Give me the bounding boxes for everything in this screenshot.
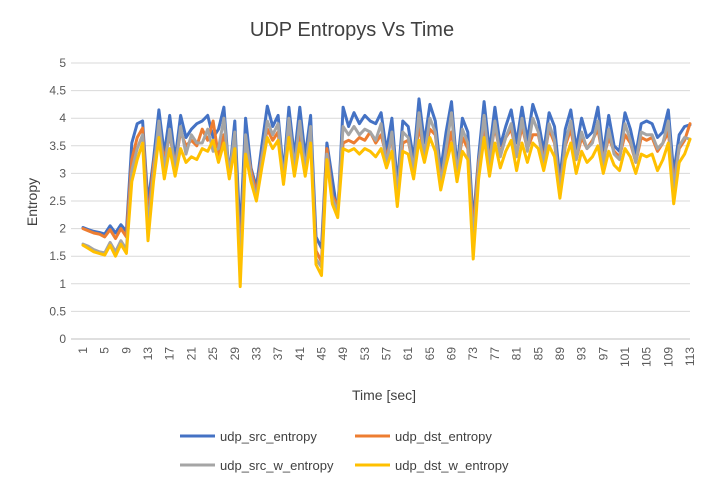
x-tick-label: 109 [661, 347, 675, 367]
legend-label: udp_dst_entropy [395, 429, 492, 444]
x-tick-label: 41 [293, 347, 307, 361]
x-tick-label: 101 [618, 347, 632, 367]
y-tick-label: 2.5 [49, 194, 66, 208]
x-tick-label: 53 [358, 347, 372, 361]
x-tick-label: 105 [640, 347, 654, 367]
x-tick-label: 57 [380, 347, 394, 361]
x-tick-label: 97 [596, 347, 610, 361]
x-axis-ticks: 1 5 9 13 17 21 25 29 33 37 41 45 49 53 57 61 65 69 73 77 81 8… [76, 347, 697, 367]
x-tick-label: 25 [206, 347, 220, 361]
legend-label: udp_dst_w_entropy [395, 458, 509, 473]
x-tick-label: 1 [76, 347, 90, 354]
legend-item: udp_src_w_entropy [180, 458, 334, 473]
x-tick-label: 37 [271, 347, 285, 361]
x-tick-label: 9 [119, 347, 133, 354]
y-axis-title: Entropy [24, 178, 40, 226]
legend: udp_src_entropy udp_dst_entropy udp_src_w_… [180, 429, 509, 473]
x-tick-label: 21 [184, 347, 198, 361]
legend-item: udp_dst_entropy [355, 429, 492, 444]
y-tick-label: 3.5 [49, 139, 66, 153]
x-tick-label: 77 [488, 347, 502, 361]
x-tick-label: 17 [163, 347, 177, 361]
x-tick-label: 61 [401, 347, 415, 361]
x-tick-label: 13 [141, 347, 155, 361]
x-tick-label: 65 [423, 347, 437, 361]
y-tick-label: 0 [59, 332, 66, 346]
x-tick-label: 49 [336, 347, 350, 361]
series-lines [81, 97, 692, 289]
y-tick-label: 5 [59, 56, 66, 70]
x-tick-label: 29 [228, 347, 242, 361]
x-tick-label: 45 [314, 347, 328, 361]
x-tick-label: 69 [445, 347, 459, 361]
legend-label: udp_src_w_entropy [220, 458, 334, 473]
x-axis-title: Time [sec] [352, 387, 416, 403]
y-tick-label: 1 [59, 277, 66, 291]
x-tick-label: 113 [683, 347, 697, 366]
chart-title: UDP Entropys Vs Time [250, 19, 454, 41]
x-tick-label: 33 [249, 347, 263, 361]
x-tick-label: 89 [553, 347, 567, 361]
y-axis-ticks: 0 0.5 1 1.5 2 2.5 3 3.5 4 4.5 5 [49, 56, 66, 346]
legend-item: udp_dst_w_entropy [355, 458, 509, 473]
y-tick-label: 0.5 [49, 304, 66, 318]
x-tick-label: 85 [531, 347, 545, 361]
x-tick-label: 5 [98, 347, 112, 354]
y-tick-label: 1.5 [49, 249, 66, 263]
legend-item: udp_src_entropy [180, 429, 317, 444]
y-tick-label: 4.5 [49, 84, 66, 98]
x-tick-label: 81 [510, 347, 524, 361]
y-tick-label: 2 [59, 222, 66, 236]
y-tick-label: 3 [59, 166, 66, 180]
x-tick-label: 93 [575, 347, 589, 361]
y-tick-label: 4 [59, 111, 66, 125]
x-tick-label: 73 [466, 347, 480, 361]
legend-label: udp_src_entropy [220, 429, 317, 444]
series-line-udp_dst_w_entropy [81, 136, 692, 289]
